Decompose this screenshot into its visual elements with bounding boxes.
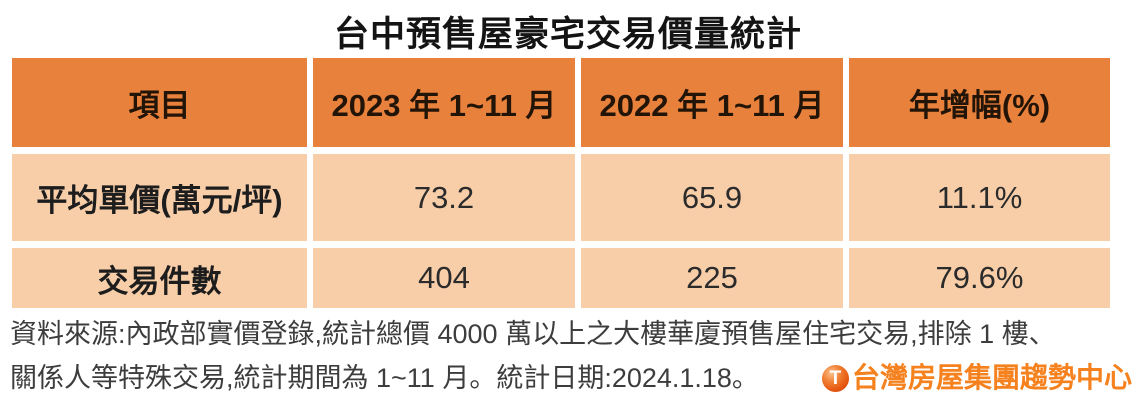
row-avg-price-yoy: 11.1%: [849, 154, 1110, 241]
row-avg-price-2023: 73.2: [313, 154, 575, 241]
source-note-line2: 關係人等特殊交易,統計期間為 1~11 月。統計日期:2024.1.18。 T …: [10, 356, 1132, 400]
publisher-logo: T 台灣房屋集團趨勢中心: [821, 356, 1132, 400]
row-txn-count-yoy: 79.6%: [849, 248, 1110, 308]
row-txn-count-2023: 404: [313, 248, 575, 308]
publisher-name: 台灣房屋集團趨勢中心: [851, 362, 1132, 393]
table-header-2023: 2023 年 1~11 月: [313, 58, 575, 147]
row-txn-count-label: 交易件數: [12, 248, 307, 308]
row-avg-price-2022: 65.9: [581, 154, 843, 241]
source-note-line1: 資料來源:內政部實價登錄,統計總價 4000 萬以上之大樓華廈預售屋住宅交易,排…: [10, 319, 1056, 349]
row-avg-price-label: 平均單價(萬元/坪): [12, 154, 307, 241]
table-header-item: 項目: [12, 58, 307, 147]
table-header-yoy: 年增幅(%): [849, 58, 1110, 147]
stats-table: 項目 2023 年 1~11 月 2022 年 1~11 月 年增幅(%) 平均…: [12, 58, 1110, 308]
page-title: 台中預售屋豪宅交易價量統計: [333, 15, 802, 54]
source-note-line2-text: 關係人等特殊交易,統計期間為 1~11 月。統計日期:2024.1.18。: [10, 363, 759, 393]
table-header-2022: 2022 年 1~11 月: [581, 58, 843, 147]
row-txn-count-2022: 225: [581, 248, 843, 308]
source-note: 資料來源:內政部實價登錄,統計總價 4000 萬以上之大樓華廈預售屋住宅交易,排…: [10, 312, 1132, 400]
taiwan-housing-logo-icon: T: [821, 364, 849, 392]
